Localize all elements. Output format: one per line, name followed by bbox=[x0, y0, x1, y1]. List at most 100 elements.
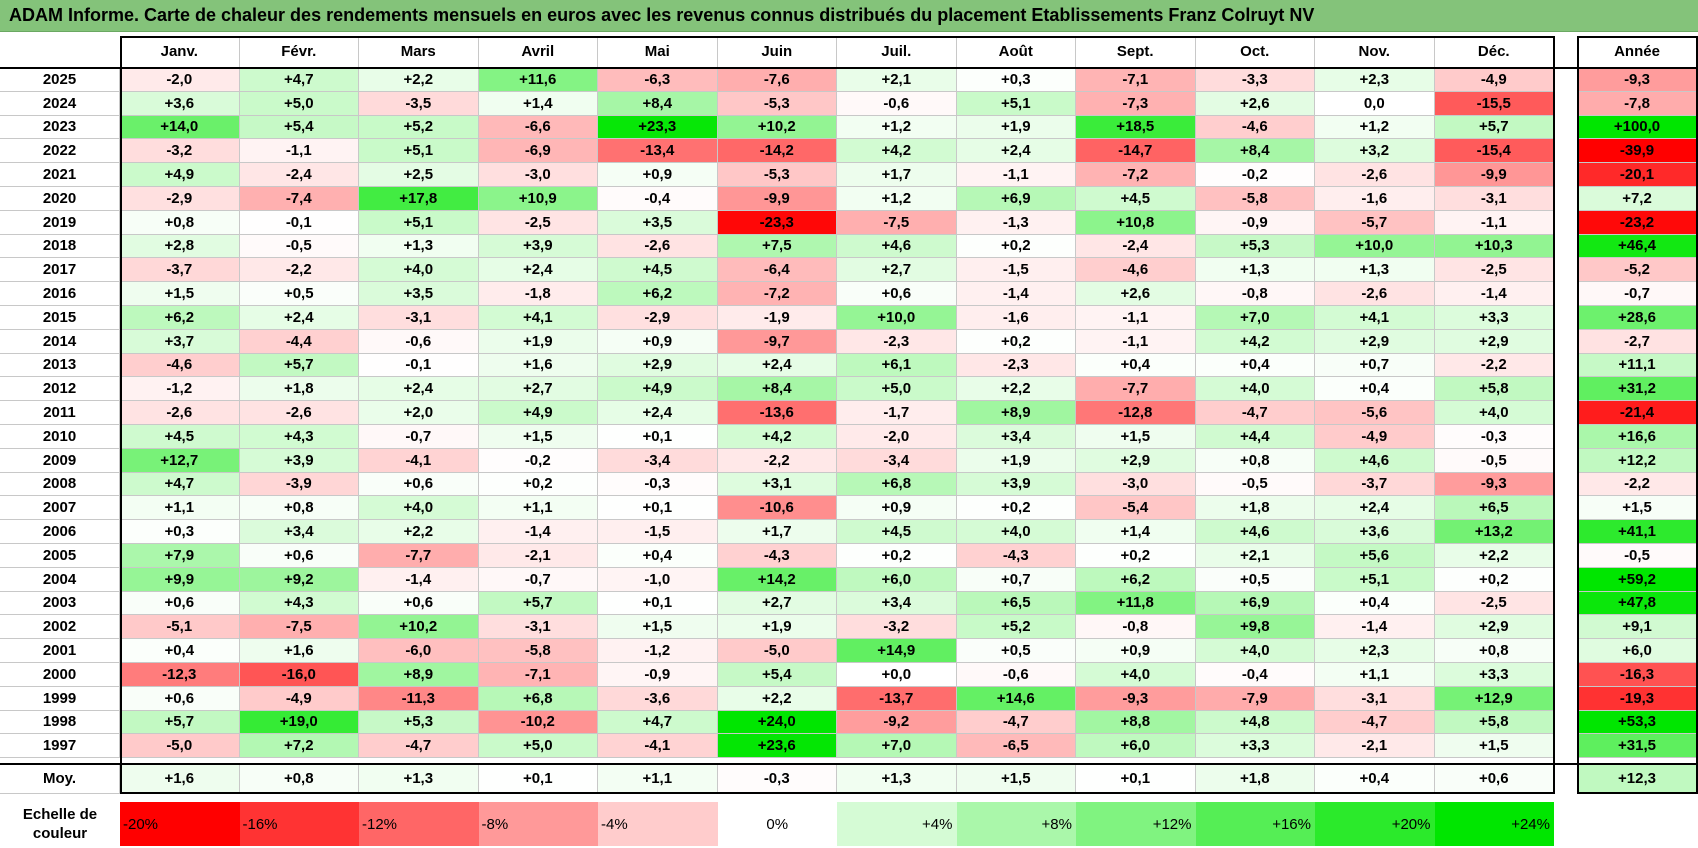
heatmap-cell: -0,7 bbox=[359, 425, 479, 449]
heatmap-cell: +19,0 bbox=[239, 710, 359, 735]
heatmap-cell: +4,4 bbox=[1195, 425, 1315, 449]
row-year-label: 2024 bbox=[0, 91, 120, 116]
heatmap-cell: -7,4 bbox=[239, 187, 359, 211]
heatmap-cell: +2,3 bbox=[1315, 68, 1435, 92]
heatmap-cell: +4,5 bbox=[1076, 187, 1196, 211]
heatmap-cell: +4,0 bbox=[956, 520, 1076, 544]
annual-cell: -0,5 bbox=[1577, 544, 1698, 568]
heatmap-cell: +8,9 bbox=[956, 401, 1076, 425]
heatmap-cell: +14,9 bbox=[837, 639, 957, 663]
row-year-label: 2014 bbox=[0, 329, 120, 354]
heatmap-cell: -4,9 bbox=[1434, 68, 1554, 92]
heatmap-cell: +1,2 bbox=[1315, 115, 1435, 140]
heatmap-cell: -15,4 bbox=[1434, 139, 1554, 164]
heatmap-cell: +7,0 bbox=[837, 734, 957, 759]
annual-cell: -21,4 bbox=[1577, 401, 1698, 425]
heatmap-cell: -2,3 bbox=[837, 329, 957, 354]
color-scale-swatch: +4% bbox=[837, 802, 957, 846]
annual-cell: -5,2 bbox=[1577, 258, 1698, 283]
heatmap-cell: +1,9 bbox=[717, 615, 837, 640]
heatmap-cell: +4,3 bbox=[239, 425, 359, 449]
heatmap-cell: -4,6 bbox=[1195, 115, 1315, 140]
annual-cell: -39,9 bbox=[1577, 139, 1698, 164]
heatmap-cell: -2,5 bbox=[478, 210, 598, 235]
heatmap-cell: -3,9 bbox=[239, 472, 359, 497]
heatmap-cell: +1,5 bbox=[1076, 425, 1196, 449]
heatmap-cell: -1,4 bbox=[478, 520, 598, 544]
heatmap-cell: +5,3 bbox=[1195, 234, 1315, 259]
heatmap-cell: -5,3 bbox=[717, 163, 837, 187]
heatmap-cell: -7,7 bbox=[359, 544, 479, 568]
heatmap-cell: +1,9 bbox=[956, 115, 1076, 140]
heatmap-cell: +3,9 bbox=[239, 448, 359, 473]
heatmap-cell: +12,7 bbox=[120, 448, 240, 473]
heatmap-cell: +0,1 bbox=[598, 425, 718, 449]
heatmap-cell: -4,6 bbox=[1076, 258, 1196, 283]
heatmap-cell: -10,2 bbox=[478, 710, 598, 735]
heatmap-cell: -5,4 bbox=[1076, 496, 1196, 521]
heatmap-cell: +5,1 bbox=[359, 139, 479, 164]
heatmap-cell: +0,2 bbox=[1076, 544, 1196, 568]
heatmap-cell: +2,8 bbox=[120, 234, 240, 259]
heatmap-cell: -12,8 bbox=[1076, 401, 1196, 425]
heatmap-cell: +2,2 bbox=[1434, 544, 1554, 568]
heatmap-cell: -2,6 bbox=[239, 401, 359, 425]
heatmap-cell: +14,6 bbox=[956, 686, 1076, 711]
heatmap-cell: -1,0 bbox=[598, 567, 718, 592]
avg-cell: +1,1 bbox=[598, 764, 718, 794]
row-year-label: 2002 bbox=[0, 615, 120, 640]
heatmap-cell: +3,3 bbox=[1434, 306, 1554, 330]
heatmap-cell: +5,2 bbox=[359, 115, 479, 140]
heatmap-cell: -4,1 bbox=[598, 734, 718, 759]
annual-cell: +16,6 bbox=[1577, 425, 1698, 449]
annual-cell: +1,5 bbox=[1577, 496, 1698, 521]
heatmap-cell: +5,0 bbox=[478, 734, 598, 759]
heatmap-cell: +1,7 bbox=[717, 520, 837, 544]
annual-cell: +9,1 bbox=[1577, 615, 1698, 640]
heatmap-cell: +5,1 bbox=[956, 91, 1076, 116]
heatmap-cell: +23,6 bbox=[717, 734, 837, 759]
annual-cell: +28,6 bbox=[1577, 306, 1698, 330]
heatmap-cell: -2,9 bbox=[120, 187, 240, 211]
heatmap-cell: +0,7 bbox=[956, 567, 1076, 592]
heatmap-cell: -0,6 bbox=[359, 329, 479, 354]
annual-cell: +53,3 bbox=[1577, 710, 1698, 735]
heatmap-cell: -2,2 bbox=[239, 258, 359, 283]
heatmap-cell: +5,8 bbox=[1434, 710, 1554, 735]
avg-cell: -0,3 bbox=[717, 764, 837, 794]
row-year-label: 2020 bbox=[0, 187, 120, 211]
heatmap-cell: +10,3 bbox=[1434, 234, 1554, 259]
heatmap-cell: -1,5 bbox=[598, 520, 718, 544]
month-header: Oct. bbox=[1195, 36, 1315, 68]
heatmap-cell: +1,8 bbox=[239, 377, 359, 402]
heatmap-cell: +0,2 bbox=[956, 496, 1076, 521]
heatmap-cell: +0,5 bbox=[239, 282, 359, 306]
heatmap-cell: +6,2 bbox=[120, 306, 240, 330]
row-year-label: 2004 bbox=[0, 567, 120, 592]
heatmap-cell: -7,3 bbox=[1076, 91, 1196, 116]
heatmap-cell: +13,2 bbox=[1434, 520, 1554, 544]
heatmap-cell: +10,2 bbox=[359, 615, 479, 640]
heatmap-cell: +1,8 bbox=[1195, 496, 1315, 521]
heatmap-cell: +4,5 bbox=[598, 258, 718, 283]
heatmap-cell: +23,3 bbox=[598, 115, 718, 140]
annual-cell: +11,1 bbox=[1577, 353, 1698, 378]
heatmap-cell: -1,2 bbox=[598, 639, 718, 663]
heatmap-cell: +0,8 bbox=[239, 496, 359, 521]
heatmap-cell: +0,2 bbox=[1434, 567, 1554, 592]
heatmap-cell: -0,7 bbox=[478, 567, 598, 592]
heatmap-cell: +8,9 bbox=[359, 663, 479, 687]
month-header: Sept. bbox=[1076, 36, 1196, 68]
color-scale-swatch: 0% bbox=[717, 802, 837, 846]
heatmap-cell: -0,5 bbox=[239, 234, 359, 259]
heatmap-cell: +3,5 bbox=[598, 210, 718, 235]
heatmap-cell: +9,2 bbox=[239, 567, 359, 592]
heatmap-cell: -1,3 bbox=[956, 210, 1076, 235]
heatmap-cell: +0,5 bbox=[1195, 567, 1315, 592]
heatmap-cell: -7,5 bbox=[239, 615, 359, 640]
annual-cell: +31,2 bbox=[1577, 377, 1698, 402]
heatmap-cell: +2,9 bbox=[1434, 615, 1554, 640]
month-header: Janv. bbox=[120, 36, 240, 68]
heatmap-cell: -5,1 bbox=[120, 615, 240, 640]
heatmap-cell: -1,7 bbox=[837, 401, 957, 425]
